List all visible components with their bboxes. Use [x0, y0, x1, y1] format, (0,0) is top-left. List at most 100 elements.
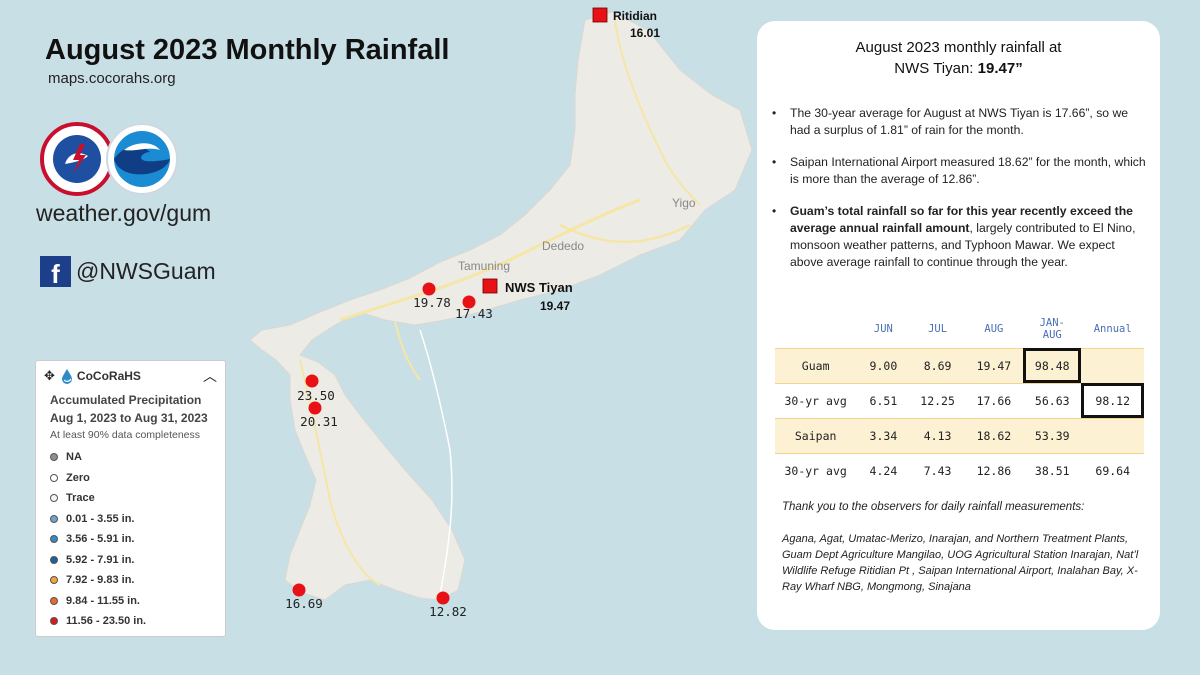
table-cell: 18.62 [964, 417, 1024, 453]
legend-item: NA [36, 447, 225, 468]
table-cell: 38.51 [1023, 452, 1082, 488]
thanks-line: Thank you to the observers for daily rai… [782, 501, 1085, 513]
table-cell: 17.66 [964, 382, 1024, 418]
table-cell: Guam [775, 347, 857, 383]
legend-label: Trace [66, 492, 95, 505]
rainfall-table: JUN JUL AUG JAN- AUG Annual Guam 9.00 8.69 19.47… [775, 311, 1144, 488]
station-marker[interactable] [305, 374, 319, 388]
station-marker[interactable] [482, 278, 498, 294]
station-marker[interactable] [308, 401, 322, 415]
table-header-cell: JUL [928, 323, 948, 336]
station-marker[interactable] [422, 282, 436, 296]
panel-heading-value: 19.47” [977, 60, 1023, 77]
station-value-label: 19.47 [540, 299, 570, 313]
table-row: 30-yr avg 6.51 12.25 17.66 56.63 98.12 [775, 382, 1144, 418]
bullet-bold-text: Guam’s total rainfall so far for this ye… [790, 204, 1133, 235]
station-marker[interactable] [592, 7, 608, 23]
legend-title-line1: Accumulated Precipitation [50, 393, 202, 407]
station-value-label: 17.43 [455, 306, 493, 321]
table-cell: 12.86 [964, 452, 1024, 488]
station-marker[interactable] [436, 591, 450, 605]
table-cell: 9.00 [856, 347, 911, 383]
legend-item: 11.56 - 23.50 in. [36, 611, 225, 632]
table-header-cell [775, 311, 856, 348]
legend-label: 0.01 - 3.55 in. [66, 512, 135, 525]
bullet-icon: • [772, 106, 777, 120]
legend-item: Zero [36, 468, 225, 489]
table-cell: Saipan [775, 417, 857, 453]
panel-heading-prefix: NWS Tiyan: [894, 60, 978, 77]
list-item: • Guam’s total rainfall so far for this … [772, 203, 1147, 271]
table-cell: 7.43 [910, 452, 965, 488]
table-cell: 4.13 [910, 417, 965, 453]
list-item: • The 30-year average for August at NWS … [772, 105, 1147, 139]
list-item: • Saipan International Airport measured … [772, 154, 1147, 188]
station-value-label: 16.01 [630, 26, 660, 40]
table-cell: 19.47 [964, 347, 1024, 383]
station-value-label: 16.69 [285, 596, 323, 611]
legend-item: 5.92 - 7.91 in. [36, 550, 225, 571]
move-icon[interactable]: ✥ [44, 368, 55, 383]
chevron-up-icon[interactable]: ︿ [203, 368, 217, 384]
nws-logo-icon [40, 122, 114, 196]
table-cell [1081, 347, 1144, 383]
station-value-label: 20.31 [300, 414, 338, 429]
legend-label: 5.92 - 7.91 in. [66, 553, 135, 566]
table-cell: 4.24 [856, 452, 911, 488]
table-cell: 98.48 [1023, 347, 1082, 383]
table-cell: 8.69 [910, 347, 965, 383]
legend-swatch [50, 576, 58, 585]
legend-swatch [50, 617, 58, 626]
table-cell: 98.12 [1081, 382, 1144, 418]
cocorahs-drop-icon [61, 369, 72, 384]
bullet-text: The 30-year average for August at NWS Ti… [790, 106, 1129, 137]
legend-swatch [50, 473, 58, 482]
legend-label: NA [66, 451, 82, 464]
legend-item: Trace [36, 488, 225, 509]
facebook-icon: f [40, 256, 71, 287]
station-marker[interactable] [462, 295, 476, 309]
legend-label: 9.84 - 11.55 in. [66, 594, 140, 607]
social-handle[interactable]: f @NWSGuam [40, 256, 216, 287]
table-header-cell: AUG [984, 323, 1004, 336]
agency-logos [40, 122, 178, 196]
legend-label: Zero [66, 471, 90, 484]
table-cell: 3.34 [856, 417, 911, 453]
legend-swatch [50, 494, 58, 503]
panel-heading-line1: August 2023 monthly rainfall at [855, 39, 1062, 56]
station-value-label: 12.82 [429, 604, 467, 619]
table-cell: 69.64 [1081, 452, 1144, 488]
legend-item: 3.56 - 5.91 in. [36, 529, 225, 550]
bullet-rest-text: , largely contributed to El Nino, monsoo… [790, 221, 1136, 269]
website-link[interactable]: weather.gov/gum [36, 200, 212, 226]
legend-header: ✥ CoCoRaHS ︿ [36, 361, 225, 389]
station-name-label: Ritidian [613, 9, 657, 23]
legend-label: 3.56 - 5.91 in. [66, 533, 135, 546]
bullet-list: • The 30-year average for August at NWS … [772, 105, 1147, 286]
station-marker[interactable] [292, 583, 306, 597]
panel-heading: August 2023 monthly rainfall at NWS Tiya… [757, 37, 1160, 79]
legend-swatch [50, 555, 58, 564]
table-cell: 53.39 [1023, 417, 1082, 453]
bullet-icon: • [772, 155, 777, 169]
legend-item: 9.84 - 11.55 in. [36, 591, 225, 612]
table-header-cell: JUN [873, 323, 893, 336]
table-cell: 30-yr avg [775, 382, 857, 418]
table-cell: 6.51 [856, 382, 911, 418]
social-handle-text: @NWSGuam [76, 258, 216, 284]
table-header-cell: Annual [1093, 323, 1132, 336]
legend-swatch [50, 514, 58, 523]
table-cell [1081, 417, 1144, 453]
legend-note: At least 90% data completeness [50, 429, 201, 441]
table-header-cell: JAN- AUG [1039, 317, 1065, 342]
station-value-label: 23.50 [297, 388, 335, 403]
observer-list: Agana, Agat, Umatac-Merizo, Inarajan, an… [782, 533, 1139, 593]
table-row: Guam 9.00 8.69 19.47 98.48 [775, 347, 1144, 383]
bullet-icon: • [772, 204, 777, 218]
legend-title-line2: Aug 1, 2023 to Aug 31, 2023 [50, 411, 208, 425]
legend-title: Accumulated Precipitation Aug 1, 2023 to… [36, 389, 225, 427]
source-url: maps.cocorahs.org [48, 70, 176, 87]
bullet-text: Saipan International Airport measured 18… [790, 155, 1146, 186]
legend-label: 7.92 - 9.83 in. [66, 574, 135, 587]
table-cell: 12.25 [910, 382, 965, 418]
